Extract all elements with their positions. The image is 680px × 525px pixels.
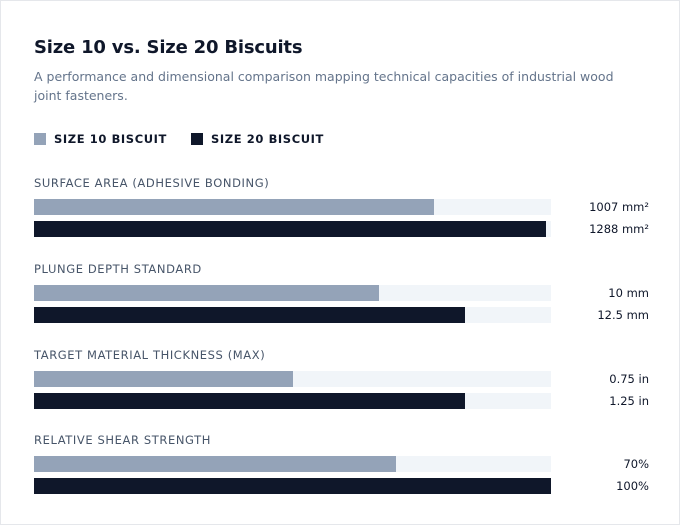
value-label: 0.75 in	[609, 372, 649, 386]
bar-plunge-depth-size-10	[34, 285, 379, 301]
value-label: 1.25 in	[609, 394, 649, 408]
legend: SIZE 10 BISCUIT SIZE 20 BISCUIT	[34, 132, 348, 146]
chart-subtitle: A performance and dimensional comparison…	[34, 69, 614, 103]
metric-material-thickness: TARGET MATERIAL THICKNESS (MAX) 0.75 in …	[34, 347, 654, 409]
bar-plunge-depth-size-20	[34, 307, 465, 323]
bar-row-size-10: 1007 mm²	[34, 199, 654, 215]
bar-shear-strength-size-20	[34, 478, 551, 494]
bar-surface-area-size-10	[34, 199, 434, 215]
metric-shear-strength: RELATIVE SHEAR STRENGTH 70% 100%	[34, 432, 654, 494]
bar-material-thickness-size-10	[34, 371, 293, 387]
bar-row-size-20: 12.5 mm	[34, 307, 654, 323]
legend-item-size-10: SIZE 10 BISCUIT	[34, 132, 167, 146]
chart-title: Size 10 vs. Size 20 Biscuits	[34, 37, 303, 58]
bar-row-size-10: 70%	[34, 456, 654, 472]
bar-surface-area-size-20	[34, 221, 546, 237]
metric-label: TARGET MATERIAL THICKNESS (MAX)	[34, 348, 266, 362]
legend-swatch-size-10	[34, 133, 46, 145]
bar-row-size-20: 100%	[34, 478, 654, 494]
metric-label: PLUNGE DEPTH STANDARD	[34, 262, 202, 276]
legend-label-size-20: SIZE 20 BISCUIT	[211, 132, 324, 146]
legend-label-size-10: SIZE 10 BISCUIT	[54, 132, 167, 146]
value-label: 10 mm	[608, 286, 649, 300]
value-label: 70%	[623, 457, 649, 471]
legend-swatch-size-20	[191, 133, 203, 145]
metric-surface-area: SURFACE AREA (ADHESIVE BONDING) 1007 mm²…	[34, 175, 654, 237]
bar-material-thickness-size-20	[34, 393, 465, 409]
value-label: 100%	[616, 479, 649, 493]
bar-row-size-10: 10 mm	[34, 285, 654, 301]
bar-row-size-10: 0.75 in	[34, 371, 654, 387]
metric-plunge-depth: PLUNGE DEPTH STANDARD 10 mm 12.5 mm	[34, 261, 654, 323]
bar-row-size-20: 1288 mm²	[34, 221, 654, 237]
metric-label: RELATIVE SHEAR STRENGTH	[34, 433, 211, 447]
value-label: 1288 mm²	[589, 222, 649, 236]
legend-item-size-20: SIZE 20 BISCUIT	[191, 132, 324, 146]
metric-label: SURFACE AREA (ADHESIVE BONDING)	[34, 176, 270, 190]
value-label: 1007 mm²	[589, 200, 649, 214]
bar-shear-strength-size-10	[34, 456, 396, 472]
value-label: 12.5 mm	[597, 308, 649, 322]
bar-row-size-20: 1.25 in	[34, 393, 654, 409]
